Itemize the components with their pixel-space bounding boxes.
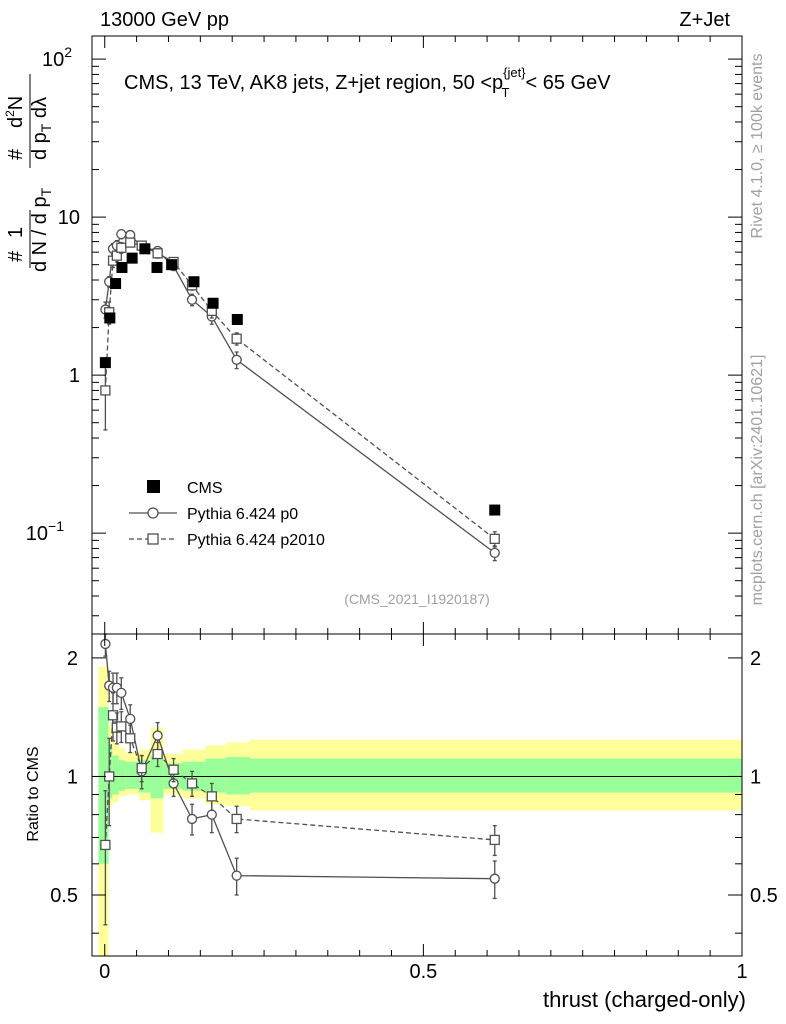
legend-marker-p2010 [147,533,159,545]
cms-point-9 [207,297,219,309]
mc-curves [100,229,500,562]
ratio-tick-label-right-1: 1 [750,766,761,788]
uncertainty-bands [92,666,742,956]
ratio-tick-label-right-2: 2 [750,648,761,670]
ratio-tick-label-left-0: 0.5 [50,885,78,907]
ratio-tick-label-right-0: 0.5 [750,885,778,907]
cms-point-4 [126,252,138,264]
header-energy: 13000 GeV pp [100,9,229,31]
ratio-point-p0-10 [206,809,217,820]
point-p2010-12 [489,533,500,545]
inner-band-0 [98,707,109,864]
ratio-point-p0-5 [125,713,136,725]
point-p2010-7 [152,248,163,259]
ratio-point-p0-4 [116,687,127,699]
point-p0-12 [489,547,500,559]
y-tick-label-1: 1 [69,365,80,387]
x-tick-label-2: 1 [736,961,747,983]
x-axis-title: thrust (charged-only) [543,987,746,1012]
inner-band-4 [125,761,140,789]
legend: CMS Pythia 6.424 p0 Pythia 6.424 p2010 [129,480,325,549]
y-title-denominator: d N / d pT [29,187,54,272]
ratio-point-p0-9 [186,813,198,825]
x-tick-label-1: 0.5 [409,961,437,983]
inner-band-2 [112,755,119,795]
legend-label-p0: Pythia 6.424 p0 [187,506,298,523]
y-title-one: 1 [5,227,27,238]
point-p2010-5 [125,237,136,248]
legend-label-cms: CMS [187,480,223,497]
cms-point-3 [116,261,128,273]
ratio-point-p0-7 [152,730,163,741]
ratio-point-p2010-11 [231,813,242,825]
ratio-point-p2010-8 [168,764,179,775]
curve-p2010 [104,241,496,540]
y-tick-label-0: 10−1 [26,518,64,545]
point-p0-11 [231,354,242,365]
inner-band-10 [225,757,251,795]
ratio-point-p2010-10 [206,791,217,802]
y-tick-label-3: 102 [42,44,72,71]
point-p2010-0 [100,385,111,396]
ratio-point-p2010-0 [100,839,111,851]
inner-band-3 [118,760,126,791]
point-p0-9 [186,294,198,305]
lower-axes: 0 0.5 1 0.5 0.5 1 1 2 2 [50,633,778,983]
curve-p0 [104,233,496,554]
ratio-point-p2010-2 [107,710,119,721]
ratio-point-p2010-6 [136,762,147,774]
ratio-tick-label-left-1: 1 [67,766,78,788]
header-process: Z+Jet [679,9,730,31]
cms-point-7 [166,259,178,271]
inner-band-9 [205,758,226,793]
cms-point-0 [99,357,111,369]
legend-marker-p0 [147,507,159,519]
analysis-id: (CMS_2021_I1920187) [344,591,490,607]
ratio-point-p2010-1 [104,771,115,782]
source-label: mcplots.cern.ch [arXiv:2401.10621] [749,355,766,606]
x-tick-label-0: 0 [99,961,110,983]
ratio-point-p2010-5 [125,733,136,744]
cms-point-11 [489,504,501,516]
ratio-curves [100,633,500,926]
rivet-version-label: Rivet 4.1.0, ≥ 100k events [749,54,766,239]
upper-axes: 10−1 1 10 102 [26,35,743,635]
point-p2010-4 [116,242,127,253]
y-title-hash-2: # [5,148,27,160]
y-axis-title: # 1 d N / d pT # d2N d pT dλ [3,74,54,272]
data-markers [99,243,501,516]
cms-point-2 [110,278,122,290]
y-tick-label-2: 10 [58,207,80,229]
ratio-point-p0-11 [231,870,242,881]
cms-point-10 [231,313,243,325]
legend-label-p2010: Pythia 6.424 p2010 [187,532,325,549]
y-title-denominator-2: d pT dλ [29,97,54,160]
ratio-axis-title: Ratio to CMS [25,746,42,841]
ratio-tick-label-left-2: 2 [67,648,78,670]
cms-point-1 [104,312,116,324]
point-p2010-11 [231,333,242,344]
cms-point-8 [188,276,200,288]
ratio-point-p2010-4 [116,721,127,732]
ratio-point-p0-12 [489,873,500,884]
cms-point-5 [139,243,151,255]
ratio-point-p2010-12 [489,834,500,846]
legend-marker-cms [147,480,160,493]
y-title-hash: # [5,250,27,262]
inner-band-11 [250,758,742,793]
cms-point-6 [151,261,163,273]
ratio-point-p0-0 [100,638,111,650]
ratio-point-p2010-9 [186,778,198,789]
lower-frame [91,633,743,957]
ratio-point-p2010-7 [152,748,163,760]
y-title-numerator: d2N [3,96,27,128]
point-p0-4 [116,229,127,240]
plot-title: CMS, 13 TeV, AK8 jets, Z+jet region, 50 … [124,65,611,100]
